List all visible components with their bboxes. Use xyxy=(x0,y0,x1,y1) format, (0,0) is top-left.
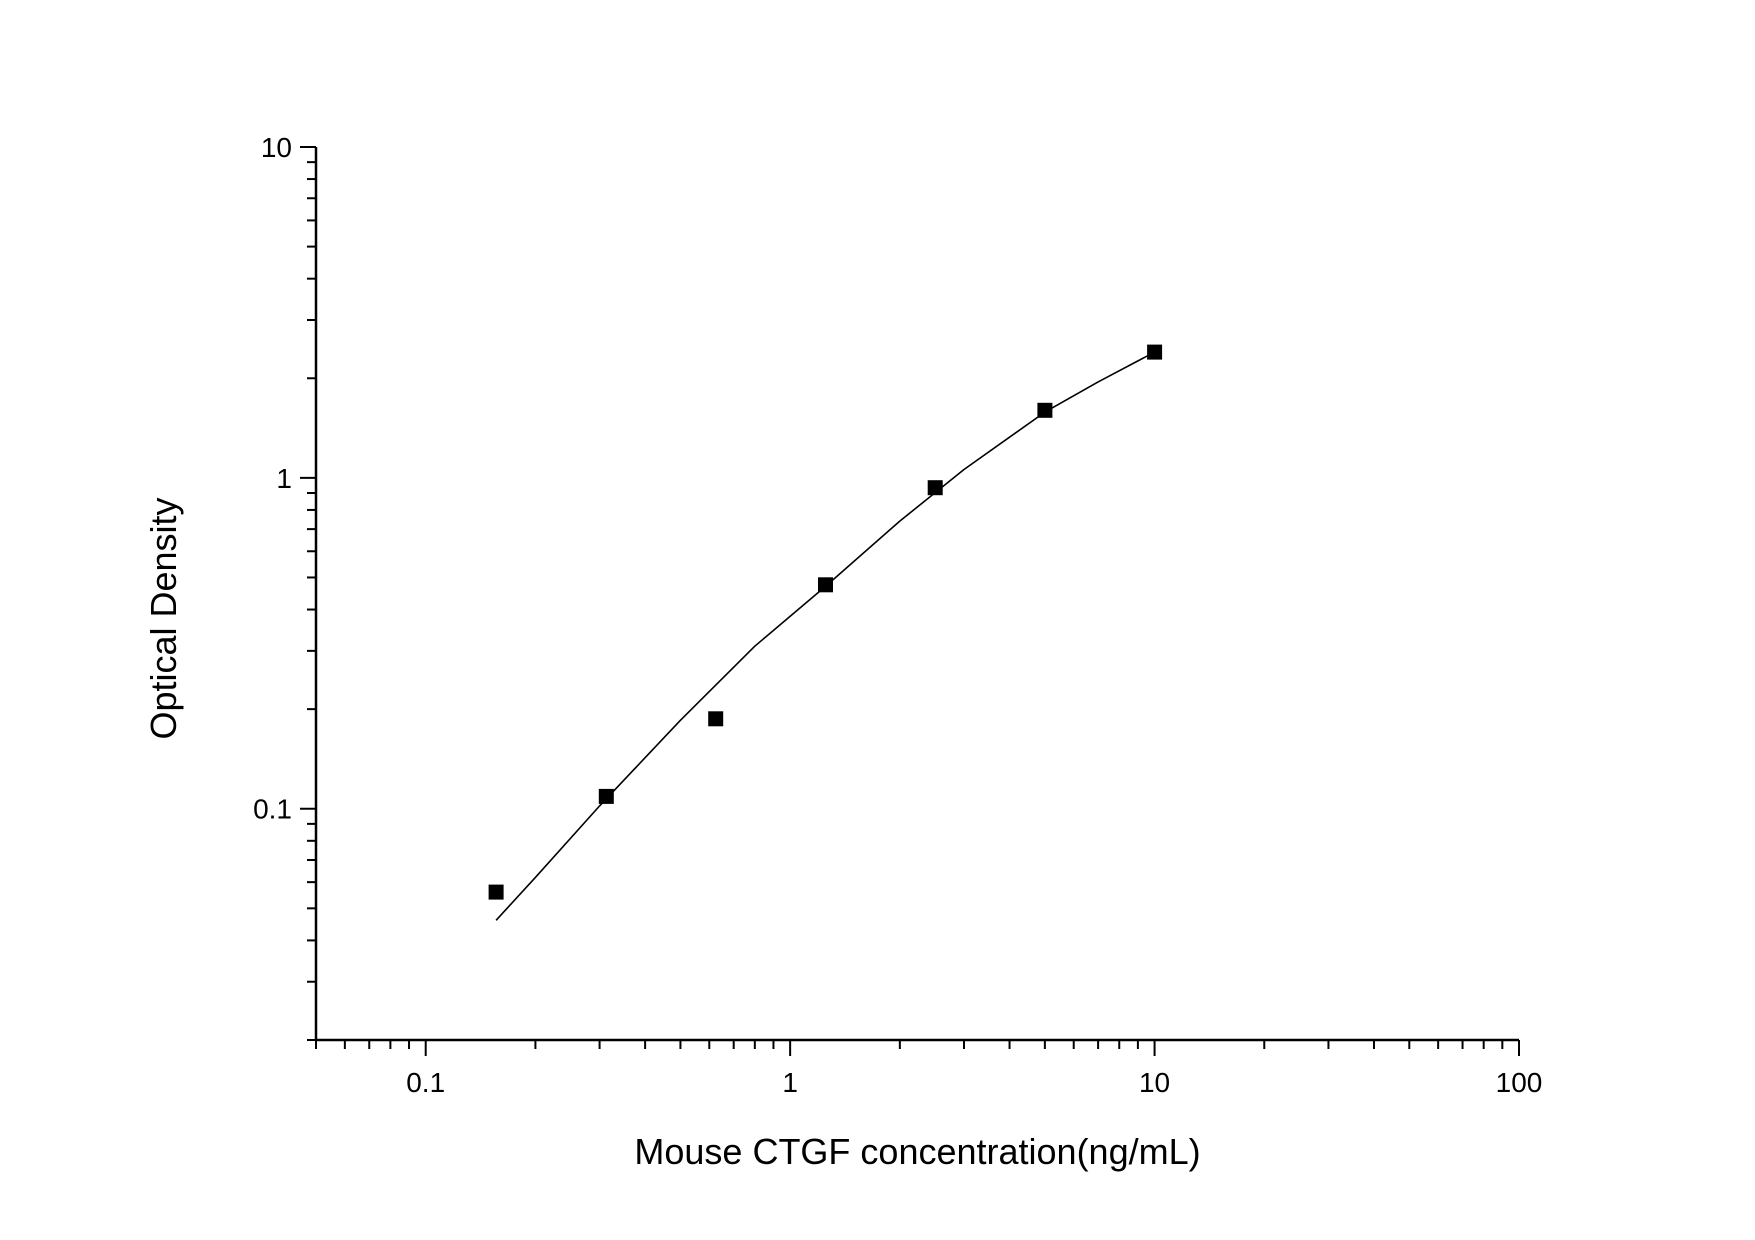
data-point xyxy=(1147,344,1163,360)
fit-curve xyxy=(495,351,1155,921)
x-ticks: 0.1 1 10 100 xyxy=(315,1040,1543,1098)
y-tick-label: 10 xyxy=(261,132,292,163)
y-tick-label: 1 xyxy=(276,463,292,494)
data-point xyxy=(927,480,943,496)
y-ticks: 0.1 1 10 xyxy=(253,132,316,1041)
data-point xyxy=(818,577,833,593)
data-point xyxy=(488,884,504,900)
x-tick-label: 0.1 xyxy=(406,1067,445,1098)
x-tick-label: 10 xyxy=(1139,1067,1170,1098)
y-axis-title: Optical Density xyxy=(143,497,184,739)
x-tick-label: 1 xyxy=(782,1067,798,1098)
data-point xyxy=(1037,402,1053,418)
data-points xyxy=(488,344,1163,900)
x-axis-title: Mouse CTGF concentration(ng/mL) xyxy=(634,1131,1200,1172)
y-tick-label: 0.1 xyxy=(253,794,292,825)
data-point xyxy=(708,711,724,727)
axes xyxy=(314,147,1519,1042)
x-tick-label: 100 xyxy=(1496,1067,1543,1098)
data-point xyxy=(598,788,614,804)
